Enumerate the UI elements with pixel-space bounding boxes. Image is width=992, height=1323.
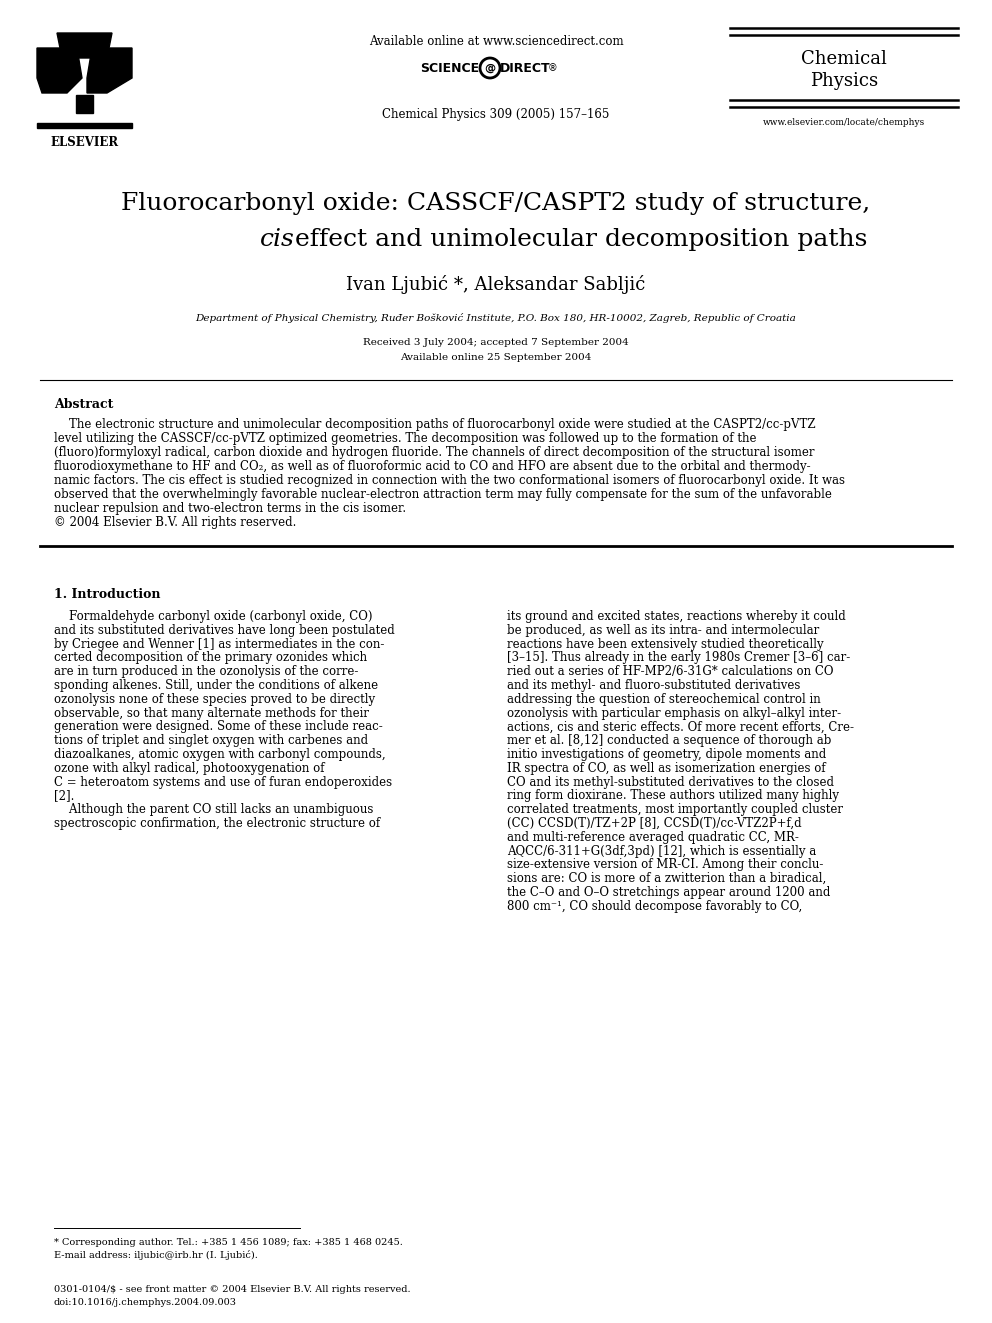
Text: CO and its methyl-substituted derivatives to the closed: CO and its methyl-substituted derivative… xyxy=(507,775,834,789)
Text: Received 3 July 2004; accepted 7 September 2004: Received 3 July 2004; accepted 7 Septemb… xyxy=(363,337,629,347)
Text: C = heteroatom systems and use of furan endoperoxides: C = heteroatom systems and use of furan … xyxy=(54,775,392,789)
Polygon shape xyxy=(37,48,82,93)
Text: Although the parent CO still lacks an unambiguous: Although the parent CO still lacks an un… xyxy=(54,803,373,816)
Text: Abstract: Abstract xyxy=(54,398,113,411)
Text: nuclear repulsion and two-electron terms in the cis isomer.: nuclear repulsion and two-electron terms… xyxy=(54,501,406,515)
Text: Chemical: Chemical xyxy=(802,50,887,67)
Text: fluorodioxymethane to HF and CO₂, as well as of fluoroformic acid to CO and HFO : fluorodioxymethane to HF and CO₂, as wel… xyxy=(54,460,810,474)
Text: spectroscopic confirmation, the electronic structure of: spectroscopic confirmation, the electron… xyxy=(54,818,380,830)
Text: * Corresponding author. Tel.: +385 1 456 1089; fax: +385 1 468 0245.: * Corresponding author. Tel.: +385 1 456… xyxy=(54,1238,403,1248)
Text: and multi-reference averaged quadratic CC, MR-: and multi-reference averaged quadratic C… xyxy=(507,831,799,844)
Text: correlated treatments, most importantly coupled cluster: correlated treatments, most importantly … xyxy=(507,803,843,816)
Text: the C–O and O–O stretchings appear around 1200 and: the C–O and O–O stretchings appear aroun… xyxy=(507,886,830,900)
Text: and its methyl- and fluoro-substituted derivatives: and its methyl- and fluoro-substituted d… xyxy=(507,679,801,692)
Polygon shape xyxy=(57,33,112,58)
Text: Ivan Ljubić *, Aleksandar Sabljić: Ivan Ljubić *, Aleksandar Sabljić xyxy=(346,275,646,294)
Text: AQCC/6-311+G(3df,3pd) [12], which is essentially a: AQCC/6-311+G(3df,3pd) [12], which is ess… xyxy=(507,844,816,857)
Text: 800 cm⁻¹, CO should decompose favorably to CO,: 800 cm⁻¹, CO should decompose favorably … xyxy=(507,900,803,913)
Text: Formaldehyde carbonyl oxide (carbonyl oxide, CO): Formaldehyde carbonyl oxide (carbonyl ox… xyxy=(54,610,373,623)
Text: and its substituted derivatives have long been postulated: and its substituted derivatives have lon… xyxy=(54,624,395,636)
Text: be produced, as well as its intra- and intermolecular: be produced, as well as its intra- and i… xyxy=(507,624,819,636)
Text: (fluoro)formyloxyl radical, carbon dioxide and hydrogen fluoride. The channels o: (fluoro)formyloxyl radical, carbon dioxi… xyxy=(54,446,814,459)
Text: initio investigations of geometry, dipole moments and: initio investigations of geometry, dipol… xyxy=(507,747,826,761)
Text: SCIENCE: SCIENCE xyxy=(420,62,479,75)
Text: E-mail address: iljubic@irb.hr (I. Ljubić).: E-mail address: iljubic@irb.hr (I. Ljubi… xyxy=(54,1250,258,1259)
Text: sponding alkenes. Still, under the conditions of alkene: sponding alkenes. Still, under the condi… xyxy=(54,679,378,692)
Text: [3–15]. Thus already in the early 1980s Cremer [3–6] car-: [3–15]. Thus already in the early 1980s … xyxy=(507,651,850,664)
Text: ozonolysis none of these species proved to be directly: ozonolysis none of these species proved … xyxy=(54,693,375,705)
Text: Department of Physical Chemistry, Ruđer Bošković Institute, P.O. Box 180, HR-100: Department of Physical Chemistry, Ruđer … xyxy=(195,314,797,323)
Text: doi:10.1016/j.chemphys.2004.09.003: doi:10.1016/j.chemphys.2004.09.003 xyxy=(54,1298,237,1307)
Text: level utilizing the CASSCF/cc-pVTZ optimized geometries. The decomposition was f: level utilizing the CASSCF/cc-pVTZ optim… xyxy=(54,433,757,445)
Text: namic factors. The cis effect is studied recognized in connection with the two c: namic factors. The cis effect is studied… xyxy=(54,474,845,487)
Text: diazoalkanes, atomic oxygen with carbonyl compounds,: diazoalkanes, atomic oxygen with carbony… xyxy=(54,747,386,761)
Text: by Criegee and Wenner [1] as intermediates in the con-: by Criegee and Wenner [1] as intermediat… xyxy=(54,638,384,651)
Text: actions, cis and steric effects. Of more recent efforts, Cre-: actions, cis and steric effects. Of more… xyxy=(507,721,854,733)
Bar xyxy=(76,95,93,112)
Text: [2].: [2]. xyxy=(54,790,74,803)
Text: observable, so that many alternate methods for their: observable, so that many alternate metho… xyxy=(54,706,369,720)
Text: addressing the question of stereochemical control in: addressing the question of stereochemica… xyxy=(507,693,820,705)
Text: The electronic structure and unimolecular decomposition paths of fluorocarbonyl : The electronic structure and unimolecula… xyxy=(54,418,815,431)
Text: 0301-0104/$ - see front matter © 2004 Elsevier B.V. All rights reserved.: 0301-0104/$ - see front matter © 2004 El… xyxy=(54,1285,411,1294)
Text: Fluorocarbonyl oxide: CASSCF/CASPT2 study of structure,: Fluorocarbonyl oxide: CASSCF/CASPT2 stud… xyxy=(121,192,871,216)
Text: ring form dioxirane. These authors utilized many highly: ring form dioxirane. These authors utili… xyxy=(507,790,839,803)
Text: effect and unimolecular decomposition paths: effect and unimolecular decomposition pa… xyxy=(287,228,867,251)
Text: ELSEVIER: ELSEVIER xyxy=(51,136,119,149)
Bar xyxy=(37,123,132,128)
Text: (CC) CCSD(T)/TZ+2P [8], CCSD(T)/cc-VTZ2P+f,d: (CC) CCSD(T)/TZ+2P [8], CCSD(T)/cc-VTZ2P… xyxy=(507,818,802,830)
Text: Chemical Physics 309 (2005) 157–165: Chemical Physics 309 (2005) 157–165 xyxy=(382,108,610,120)
Text: certed decomposition of the primary ozonides which: certed decomposition of the primary ozon… xyxy=(54,651,367,664)
Text: ozone with alkyl radical, photooxygenation of: ozone with alkyl radical, photooxygenati… xyxy=(54,762,324,775)
Text: Available online 25 September 2004: Available online 25 September 2004 xyxy=(401,353,591,363)
Text: 1. Introduction: 1. Introduction xyxy=(54,587,161,601)
Polygon shape xyxy=(87,48,132,93)
Text: www.elsevier.com/locate/chemphys: www.elsevier.com/locate/chemphys xyxy=(763,118,926,127)
Text: cis effect and unimolecular decomposition paths: cis effect and unimolecular decompositio… xyxy=(188,228,804,251)
Text: @: @ xyxy=(484,64,496,73)
Text: cis: cis xyxy=(260,228,295,251)
Text: sions are: CO is more of a zwitterion than a biradical,: sions are: CO is more of a zwitterion th… xyxy=(507,872,826,885)
Text: observed that the overwhelmingly favorable nuclear-electron attraction term may : observed that the overwhelmingly favorab… xyxy=(54,488,832,501)
Text: © 2004 Elsevier B.V. All rights reserved.: © 2004 Elsevier B.V. All rights reserved… xyxy=(54,516,297,529)
Text: DIRECT: DIRECT xyxy=(500,62,551,75)
Text: tions of triplet and singlet oxygen with carbenes and: tions of triplet and singlet oxygen with… xyxy=(54,734,368,747)
Text: mer et al. [8,12] conducted a sequence of thorough ab: mer et al. [8,12] conducted a sequence o… xyxy=(507,734,831,747)
Text: ried out a series of HF-MP2/6-31G* calculations on CO: ried out a series of HF-MP2/6-31G* calcu… xyxy=(507,665,833,679)
Text: ozonolysis with particular emphasis on alkyl–alkyl inter-: ozonolysis with particular emphasis on a… xyxy=(507,706,841,720)
Text: ®: ® xyxy=(548,64,558,73)
Text: generation were designed. Some of these include reac-: generation were designed. Some of these … xyxy=(54,721,383,733)
Text: Physics: Physics xyxy=(809,71,878,90)
Text: its ground and excited states, reactions whereby it could: its ground and excited states, reactions… xyxy=(507,610,846,623)
Text: IR spectra of CO, as well as isomerization energies of: IR spectra of CO, as well as isomerizati… xyxy=(507,762,825,775)
Text: are in turn produced in the ozonolysis of the corre-: are in turn produced in the ozonolysis o… xyxy=(54,665,358,679)
Text: reactions have been extensively studied theoretically: reactions have been extensively studied … xyxy=(507,638,823,651)
Text: size-extensive version of MR-CI. Among their conclu-: size-extensive version of MR-CI. Among t… xyxy=(507,859,823,872)
Text: Available online at www.sciencedirect.com: Available online at www.sciencedirect.co… xyxy=(369,34,623,48)
